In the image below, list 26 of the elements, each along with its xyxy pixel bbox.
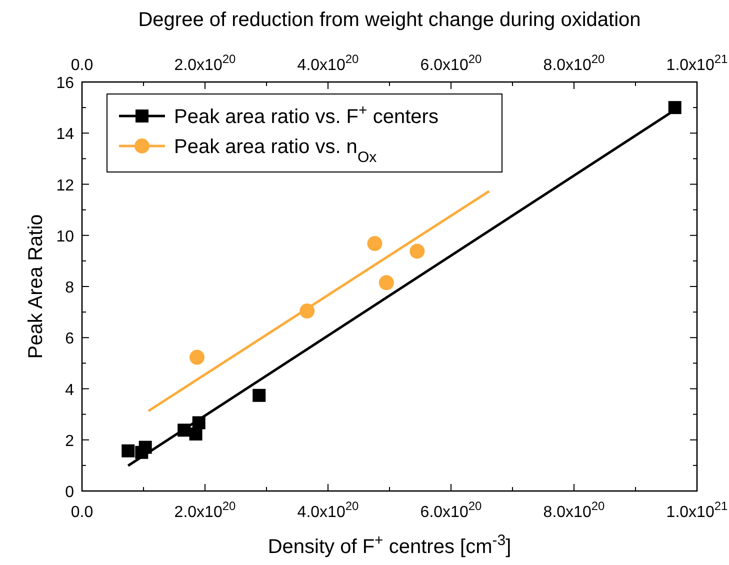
x2-tick-label: 4.0x10$^{20}$: [297, 52, 360, 74]
legend-label: Peak area ratio vs. F$^{+}$ centers: [174, 102, 438, 128]
x-axis-title: Density of F$^{+}$ centres [cm$^{-3}$]: [268, 532, 512, 558]
x2-tick-label: 8.0x10$^{20}$: [543, 52, 606, 74]
x-tick-label: 2.0x10$^{20}$: [174, 499, 236, 521]
x-tick-label: 1.0x10$^{21}$: [666, 499, 728, 521]
x-tick-label: 4.0x10$^{20}$: [297, 499, 360, 521]
y-tick-label: 16: [56, 75, 74, 92]
x2-axis-title: Degree of reduction from weight change during oxidation: [138, 9, 641, 31]
x2-tick-label: 1.0x10$^{21}$: [666, 52, 728, 74]
x2-tick-label: 2.0x10$^{20}$: [174, 52, 236, 74]
y-tick-label: 10: [56, 228, 74, 246]
x2-tick-label: 0.0: [70, 57, 94, 74]
y-tick-label: 4: [65, 382, 74, 399]
x2-tick-label: 6.0x10$^{20}$: [420, 52, 482, 74]
y-tick-label: 14: [56, 126, 74, 144]
legend-label: Peak area ratio vs. n$_{Ox}$: [174, 136, 378, 166]
y-tick-label: 2: [65, 432, 74, 450]
y-axis-title: Peak Area Ratio: [25, 214, 47, 359]
y-tick-label: 6: [65, 330, 74, 348]
x-tick-label: 6.0x10$^{20}$: [420, 499, 482, 521]
y-tick-label: 12: [56, 177, 74, 194]
x-tick-label: 8.0x10$^{20}$: [543, 499, 606, 521]
y-tick-label: 0: [65, 484, 74, 501]
y-tick-label: 8: [65, 280, 74, 296]
x-tick-label: 0.0: [70, 504, 94, 521]
